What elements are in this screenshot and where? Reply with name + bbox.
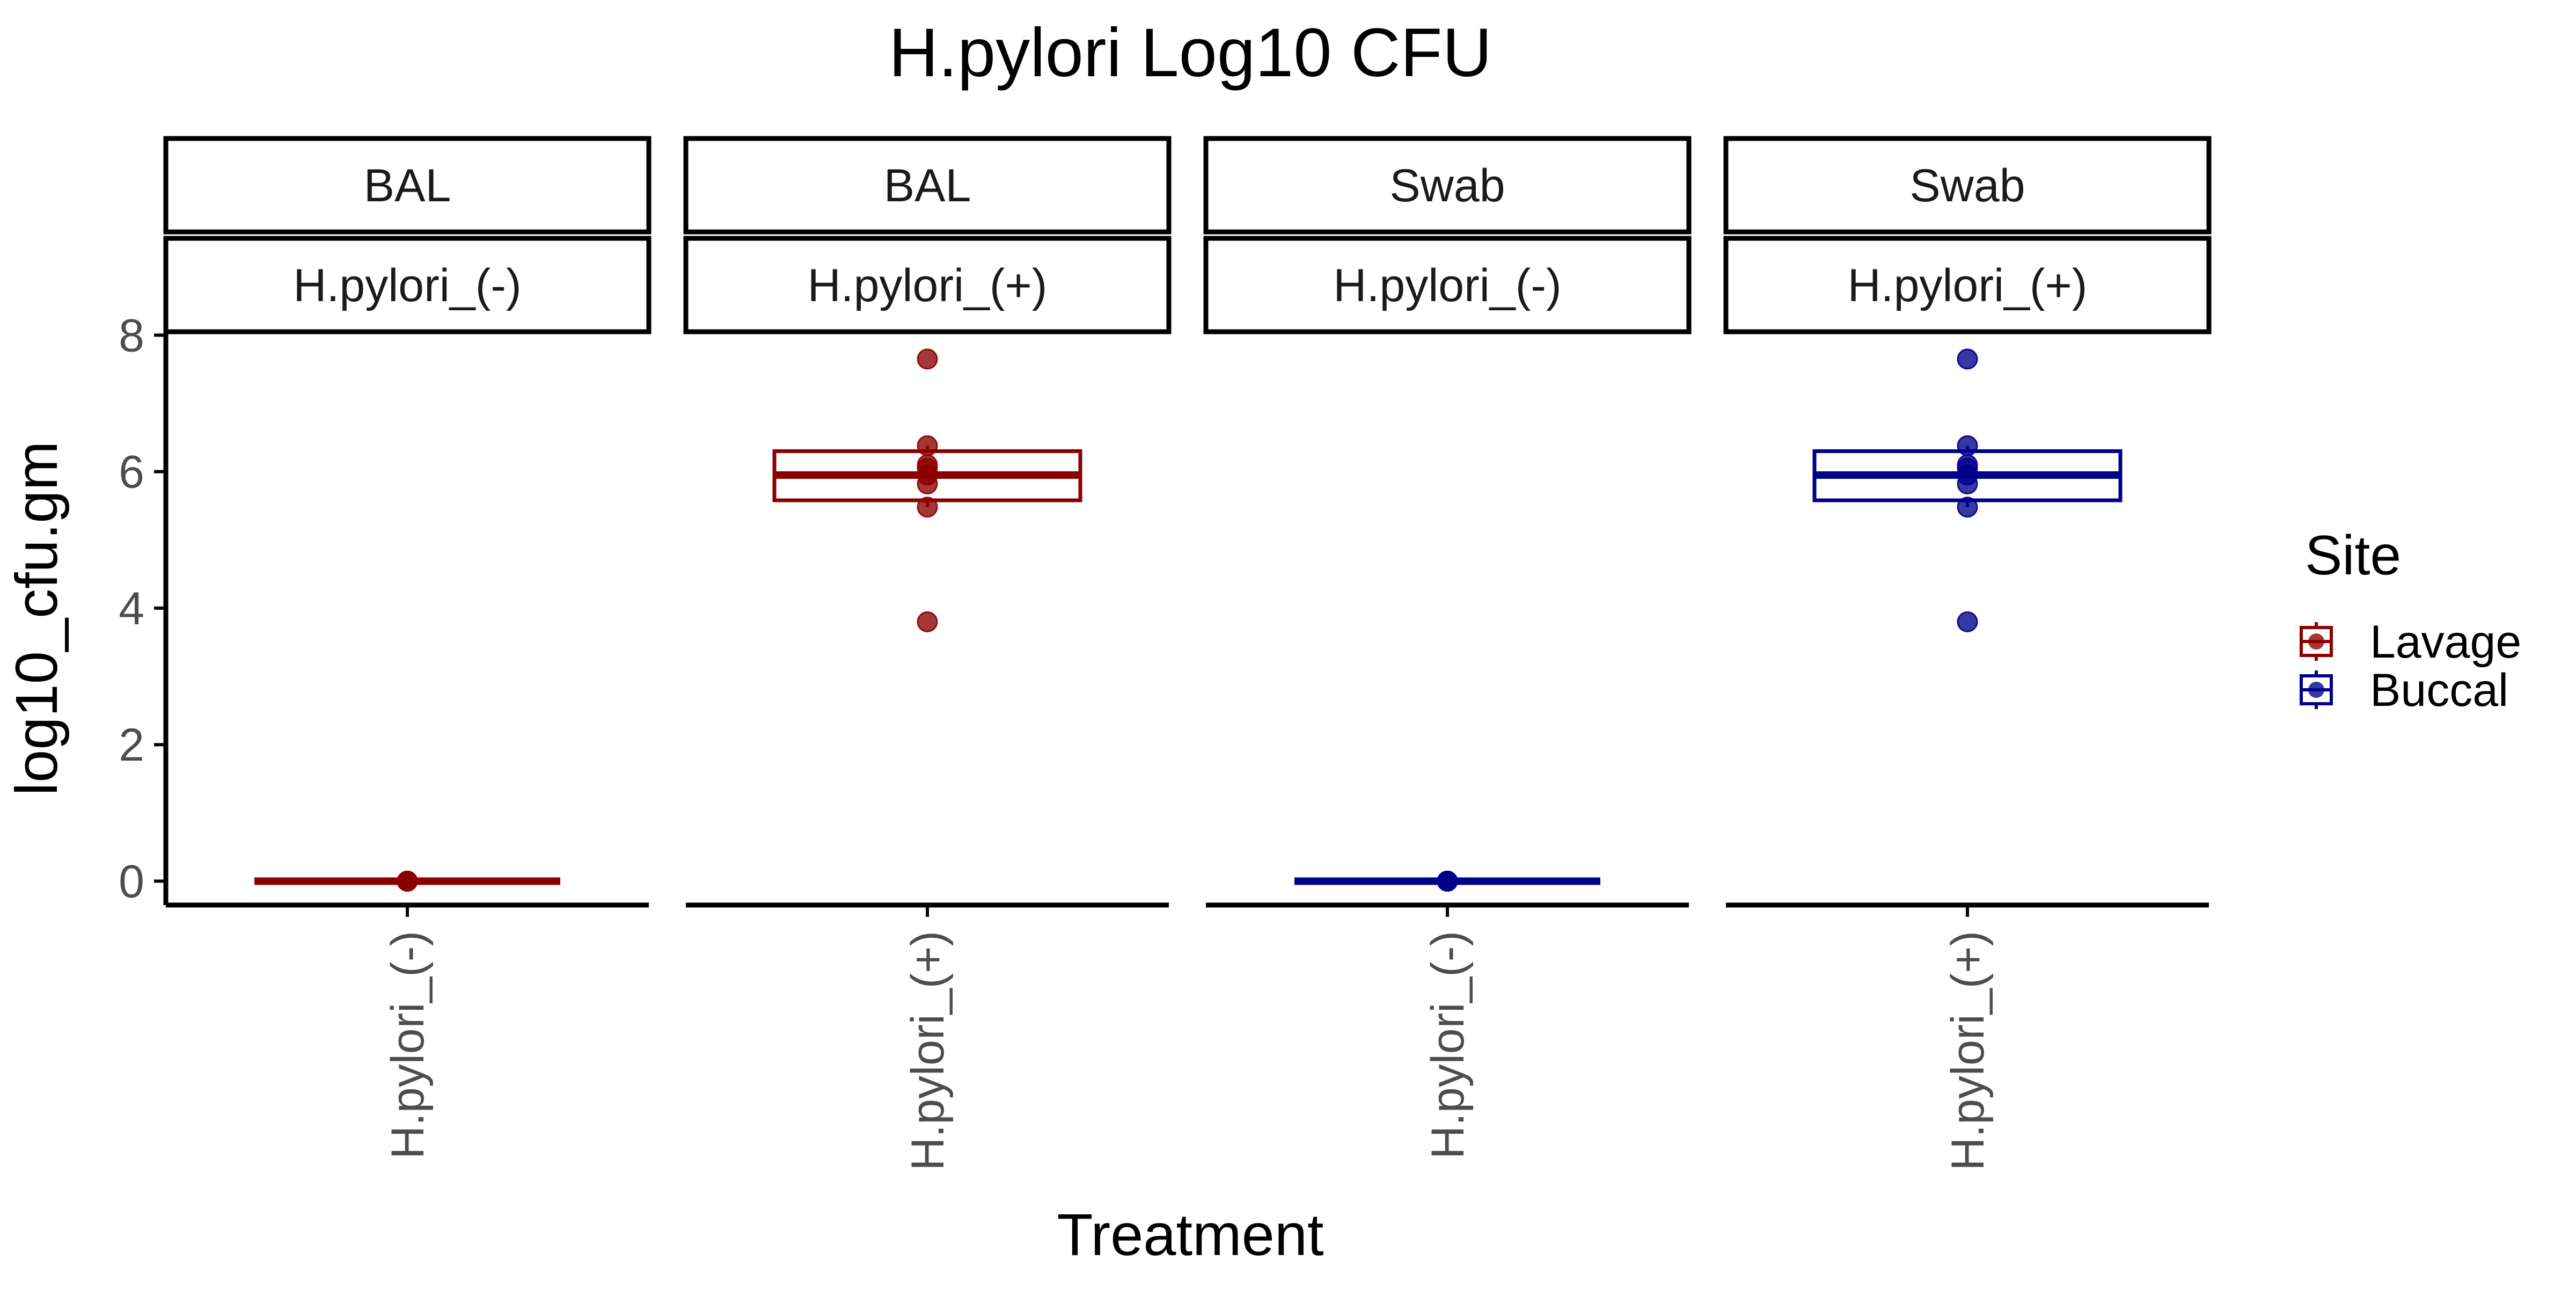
facet-strip-bottom-label: H.pylori_(+) bbox=[1848, 260, 2088, 311]
facet-strip-bottom bbox=[683, 236, 1172, 334]
legend-entry: Lavage bbox=[2300, 616, 2521, 668]
facet-strip-bottom bbox=[1203, 236, 1692, 334]
legend-entry-label: Buccal bbox=[2370, 665, 2508, 716]
facet-strip-bottom bbox=[1723, 236, 2212, 334]
facet-strip-top bbox=[1723, 136, 2212, 235]
facet-strip-bottom-label: H.pylori_(-) bbox=[1333, 260, 1561, 311]
x-tick-label: H.pylori_(+) bbox=[902, 931, 954, 1171]
data-point bbox=[917, 473, 938, 495]
facet-strip-top-label: Swab bbox=[1389, 160, 1505, 211]
data-point bbox=[917, 348, 938, 370]
x-tick-label: H.pylori_(+) bbox=[1942, 931, 1994, 1171]
facet-strip-bottom-label: H.pylori_(-) bbox=[293, 260, 521, 311]
y-tick-label: 0 bbox=[119, 856, 144, 908]
x-tick-label: H.pylori_(-) bbox=[382, 931, 434, 1159]
facet-panels: BAL H.pylori_(-) H.pylori_(-) BAL H.pylori_(… bbox=[163, 136, 2212, 1171]
data-point bbox=[917, 497, 938, 518]
legend-entry: Buccal bbox=[2300, 665, 2508, 716]
facet-panel: Swab H.pylori_(-) H.pylori_(-) bbox=[1203, 136, 1692, 1159]
facet-strip-bottom-label: H.pylori_(+) bbox=[808, 260, 1048, 311]
x-axis-label: Treatment bbox=[1057, 1202, 1323, 1268]
legend-key-point bbox=[2308, 682, 2324, 698]
data-point bbox=[1437, 871, 1458, 892]
data-point bbox=[1957, 473, 1978, 495]
legend-entry-label: Lavage bbox=[2370, 616, 2521, 668]
y-tick-label: 4 bbox=[119, 583, 144, 634]
y-axis: 0 2 4 6 8 bbox=[119, 310, 169, 908]
y-tick-label: 6 bbox=[119, 447, 144, 498]
y-axis-label: log10_cfu.gm bbox=[4, 441, 70, 796]
facet-strip-top bbox=[163, 136, 652, 235]
facet-strip-top bbox=[683, 136, 1172, 235]
facet-panel: BAL H.pylori_(-) H.pylori_(-) bbox=[163, 136, 652, 1159]
facet-panel: BAL H.pylori_(+) H.pylori_(+) bbox=[683, 136, 1172, 1171]
legend-key-point bbox=[2308, 633, 2324, 650]
x-tick-label: H.pylori_(-) bbox=[1422, 931, 1474, 1159]
facet-panel: Swab H.pylori_(+) H.pylori_(+) bbox=[1723, 136, 2212, 1171]
facet-strip-top bbox=[1203, 136, 1692, 235]
facet-strip-bottom bbox=[163, 236, 652, 334]
y-tick-label: 2 bbox=[119, 719, 144, 771]
data-point bbox=[1957, 611, 1978, 632]
facet-strip-top-label: BAL bbox=[364, 160, 451, 211]
data-point bbox=[1957, 497, 1978, 518]
facet-strip-top-label: Swab bbox=[1909, 160, 2025, 211]
y-tick-label: 8 bbox=[119, 310, 144, 361]
data-point bbox=[1957, 435, 1978, 456]
facet-strip-top-label: BAL bbox=[884, 160, 971, 211]
legend-title: Site bbox=[2305, 524, 2401, 587]
data-point bbox=[1957, 348, 1978, 370]
data-point bbox=[917, 611, 938, 632]
data-point bbox=[917, 435, 938, 456]
chart-title: H.pylori Log10 CFU bbox=[889, 14, 1492, 91]
data-point bbox=[397, 871, 418, 892]
